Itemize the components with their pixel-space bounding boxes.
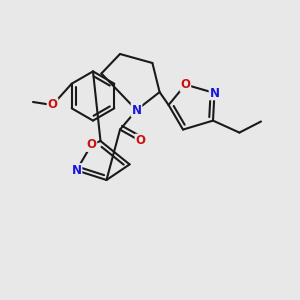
Text: O: O xyxy=(47,98,58,112)
Text: O: O xyxy=(135,134,146,148)
Text: N: N xyxy=(209,86,220,100)
Text: O: O xyxy=(180,78,190,91)
Text: N: N xyxy=(131,103,142,117)
Text: O: O xyxy=(86,138,97,151)
Text: N: N xyxy=(71,164,82,177)
